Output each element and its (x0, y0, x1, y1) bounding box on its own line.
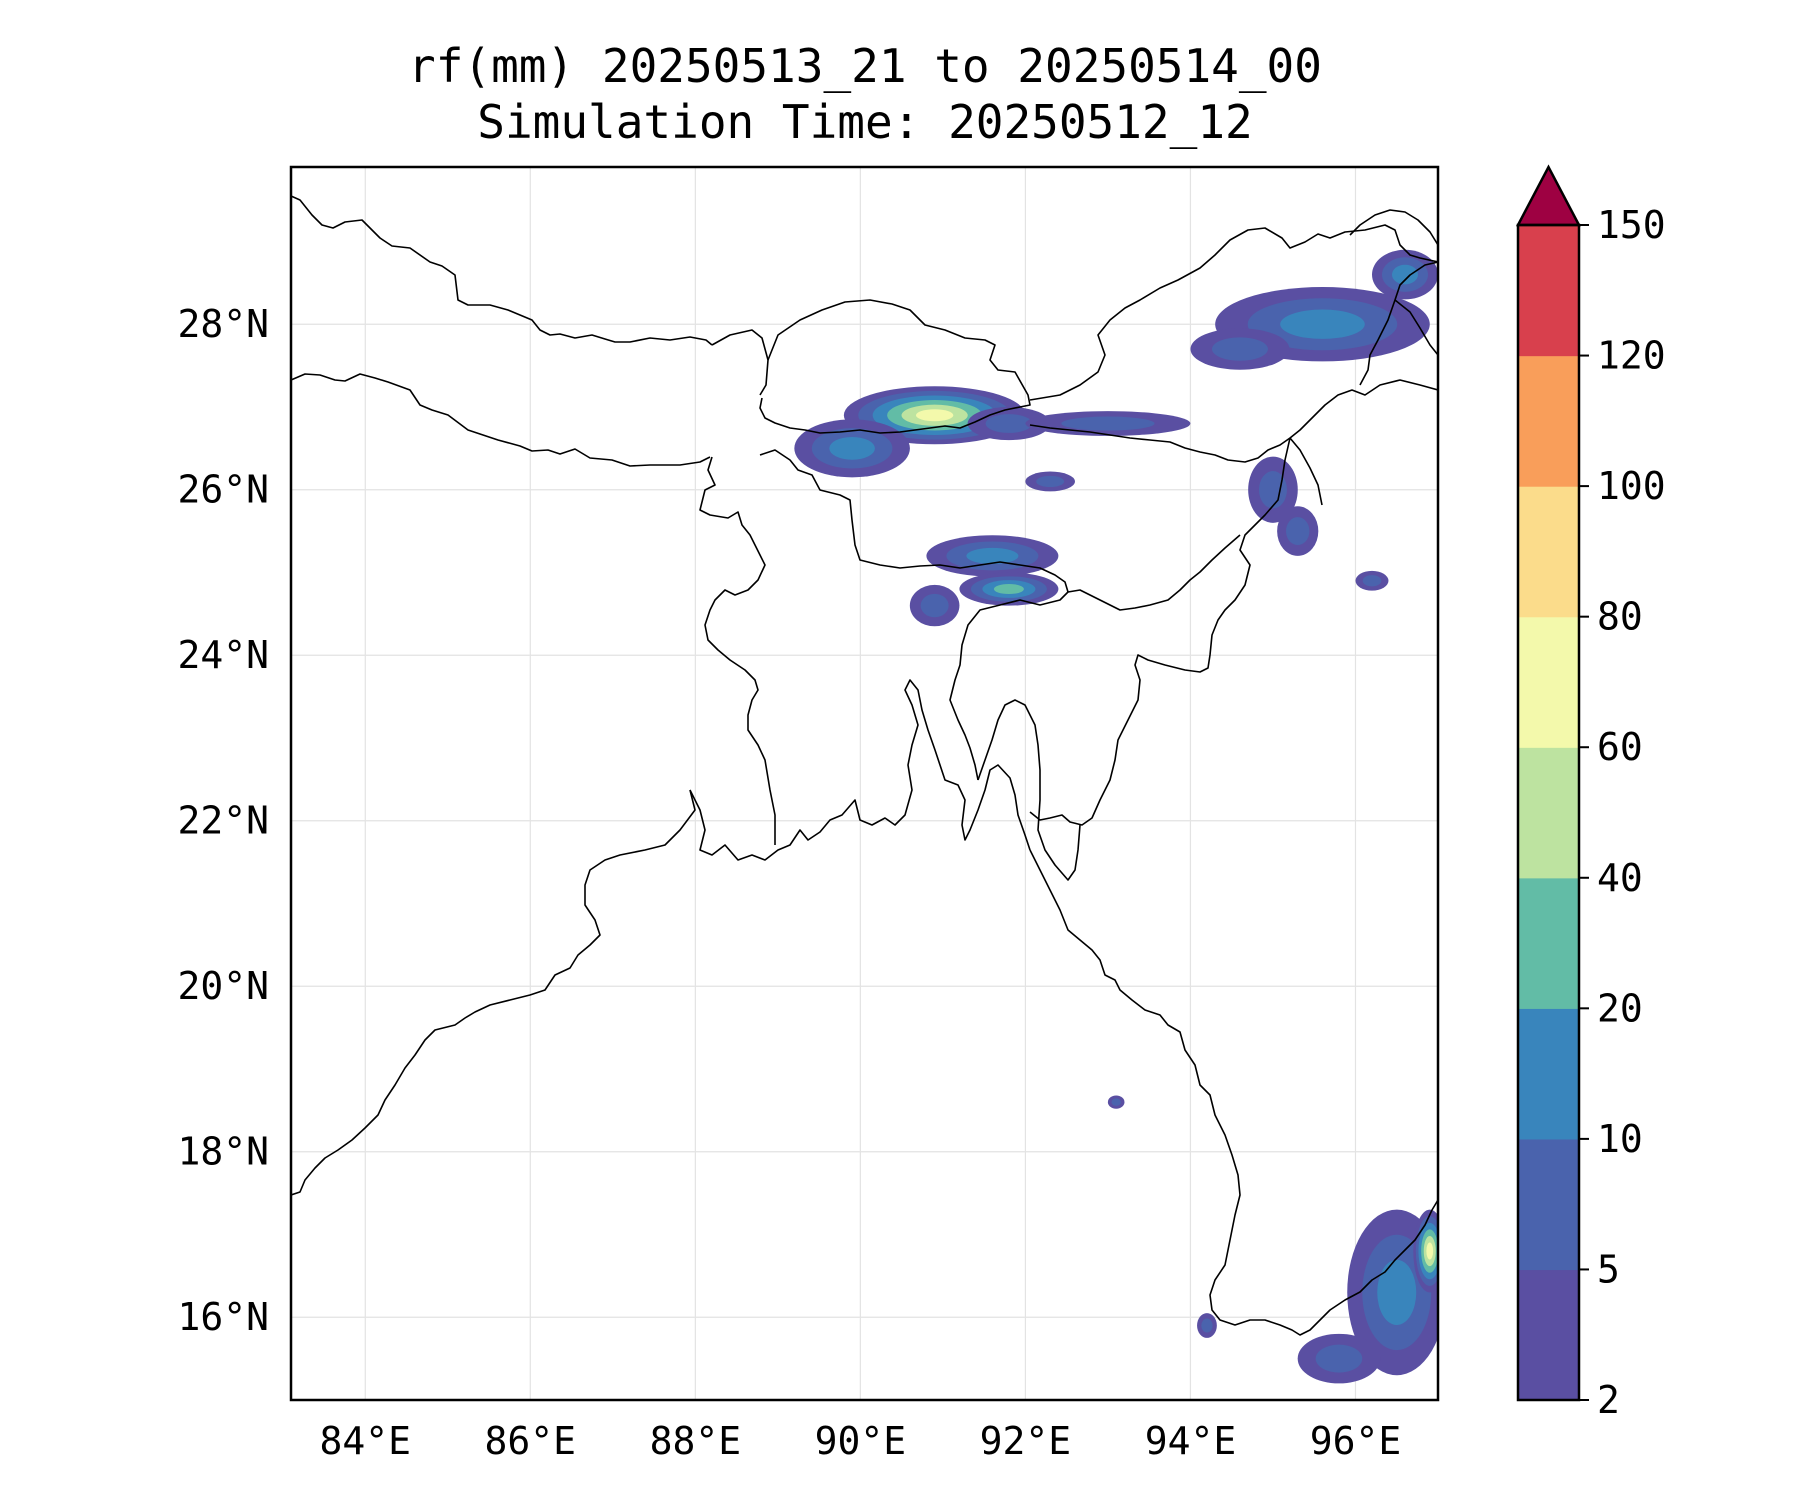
lat-tick-label: 24°N (177, 633, 269, 677)
myanmar-coast (1029, 849, 1438, 1336)
rain-cell (794, 419, 910, 478)
gridlines (291, 167, 1438, 1400)
colorbar-tick-label: 5 (1597, 1247, 1620, 1291)
rain-cell (909, 584, 960, 627)
tibet-border-east (1394, 299, 1438, 356)
rain-contour-level (1377, 1259, 1417, 1326)
rain-cell (959, 572, 1059, 606)
lon-tick-label: 94°E (1145, 1419, 1237, 1463)
map-frame (289, 165, 1440, 1402)
colorbar-frame (1516, 223, 1581, 1402)
rain-contour-level (829, 436, 875, 460)
colorbar-tick-label: 100 (1597, 464, 1666, 508)
arunachal-south-border (1029, 379, 1438, 463)
lon-tick-label: 92°E (980, 1419, 1072, 1463)
rain-cell (1371, 249, 1438, 300)
colorbar-segment (1518, 877, 1579, 1009)
colorbar-extend-arrow (1515, 164, 1582, 227)
colorbar-tick-label: 40 (1597, 856, 1643, 900)
bangladesh-west-border (699, 456, 776, 845)
lat-tick-label: 20°N (177, 964, 269, 1008)
rain-contour-level (985, 414, 1033, 433)
arunachal-border (1029, 224, 1438, 401)
lat-tick-label: 22°N (177, 799, 269, 843)
rain-contour-level (1211, 337, 1268, 361)
lon-tick-label: 84°E (320, 1419, 412, 1463)
rain-contour-level (915, 409, 954, 422)
title-line-1: rf(mm) 20250513_21 to 20250514_00 (408, 39, 1322, 93)
colorbar-segment (1518, 225, 1579, 357)
rain-contour-level (1061, 416, 1155, 431)
bangladesh-north-border (759, 449, 1069, 781)
colorbar-tick-label: 60 (1597, 725, 1643, 769)
rain-cell (1025, 471, 1075, 492)
rain-contour-level (1111, 1098, 1121, 1106)
myanmar-interior-line (1289, 437, 1323, 506)
colorbar-segment (1518, 1138, 1579, 1271)
rain-contour-level (1362, 575, 1382, 587)
rain-cell (926, 535, 1059, 577)
rain-contour-level (1201, 1318, 1213, 1333)
lat-tick-label: 26°N (177, 468, 269, 512)
lat-tick-label: 16°N (177, 1295, 269, 1339)
rain-contour-level (1036, 475, 1065, 488)
nepal-southern-border (291, 373, 711, 467)
rain-cell (1355, 570, 1389, 591)
rain-cell (1197, 1313, 1217, 1338)
map-title: rf(mm) 20250513_21 to 20250514_00 Simula… (290, 38, 1440, 150)
colorbar-tick-label: 150 (1597, 203, 1666, 247)
rain-contour-level (966, 547, 1019, 565)
colorbar-tick-label: 120 (1597, 334, 1666, 378)
colorbar-segment (1518, 1008, 1579, 1140)
rain-contour-level (1280, 309, 1365, 339)
colorbar-tick-label: 20 (1597, 986, 1643, 1030)
colorbar-tick-label: 10 (1597, 1117, 1643, 1161)
bhutan-border (759, 299, 1031, 434)
lon-tick-label: 88°E (650, 1419, 742, 1463)
sikkim-border (711, 329, 769, 396)
lat-tick-label: 18°N (177, 1130, 269, 1174)
rain-cell (1413, 1209, 1438, 1293)
colorbar-tick-label: 80 (1597, 595, 1643, 639)
lon-tick-label: 86°E (485, 1419, 577, 1463)
india-east-coast (291, 789, 696, 1196)
colorbar-segment (1518, 747, 1579, 879)
bangladesh-east-border (1067, 534, 1241, 611)
myanmar-border-north (1359, 261, 1438, 386)
colorbar-segment (1518, 355, 1579, 487)
nepal-india-border (291, 195, 713, 346)
arunachal-north-detail (1349, 209, 1438, 246)
rain-cell (1025, 411, 1191, 436)
rain-contour-level (1315, 1344, 1363, 1373)
rain-cell (1297, 1333, 1381, 1384)
rain-cell (1107, 1095, 1125, 1109)
myanmar-india-border (1029, 437, 1291, 826)
colorbar-segment (1518, 486, 1579, 618)
tripura-border (977, 699, 1081, 881)
longitude-ticks: 84°E 86°E 88°E 90°E 92°E 94°E 96°E (320, 1419, 1402, 1463)
rain-contour-level (993, 584, 1024, 595)
colorbar-segment (1518, 616, 1579, 748)
colorbar-tick-label: 2 (1597, 1378, 1620, 1422)
lat-tick-label: 28°N (177, 302, 269, 346)
rain-contour-level (1258, 471, 1287, 509)
rain-cell (1277, 506, 1319, 556)
rain-cell (1248, 456, 1298, 523)
bangladesh-coast (689, 679, 1031, 861)
rain-cell (1190, 328, 1290, 370)
latitude-ticks: 16°N 18°N 20°N 22°N 24°N 26°N 28°N (177, 302, 269, 1339)
rain-contour-level (920, 593, 949, 618)
rain-contour-level (1426, 1242, 1434, 1260)
coastlines-and-borders (291, 195, 1438, 1336)
title-line-2: Simulation Time: 20250512_12 (477, 95, 1253, 149)
colorbar: 2 5 10 20 40 60 80 100 120 150 (1515, 164, 1666, 1422)
rain-contour-level (1286, 517, 1310, 546)
rain-contour-level (1391, 264, 1418, 285)
colorbar-segment (1518, 1269, 1579, 1401)
rainfall-layer (794, 249, 1438, 1384)
lon-tick-label: 90°E (815, 1419, 907, 1463)
lon-tick-label: 96°E (1310, 1419, 1402, 1463)
